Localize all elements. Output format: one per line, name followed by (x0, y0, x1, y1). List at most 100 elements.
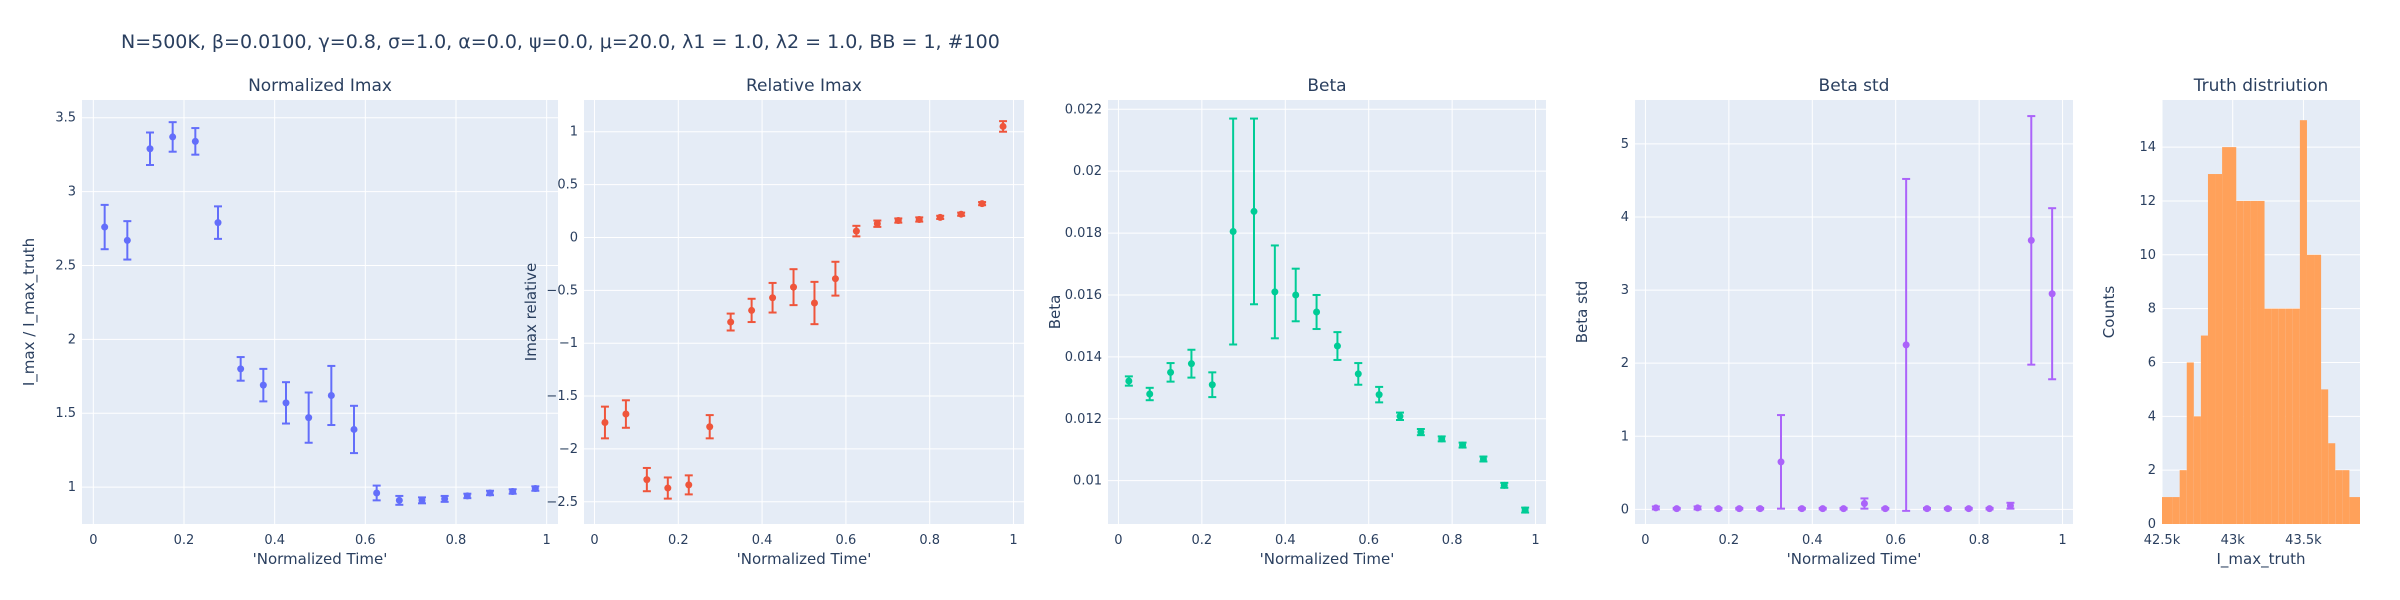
subplot-2: 0 0.2 0.4 0.6 0.8 1 −2.5 −2 −1.5 −1 −0.5 0 0.5 1 Relat… (522, 76, 1024, 568)
x-tick-label: 0.8 (1969, 533, 1990, 548)
data-point (2048, 290, 2056, 298)
data-point (978, 200, 986, 208)
data-point (1840, 505, 1848, 513)
histogram-bar (2349, 497, 2360, 524)
y-axis-label: Beta std (1573, 281, 1591, 344)
data-point (486, 489, 494, 497)
y-tick-label: 0.012 (1065, 412, 1102, 427)
histogram-bar (2335, 470, 2343, 524)
data-point (327, 391, 335, 399)
data-point (1250, 207, 1258, 215)
data-point (852, 227, 860, 235)
data-point (727, 318, 735, 326)
data-point (769, 294, 777, 302)
x-tick-label: 0.4 (264, 533, 285, 548)
y-tick-label: 0.02 (1073, 164, 1102, 179)
data-point (1459, 441, 1467, 449)
histogram-bar (2172, 497, 2180, 524)
subplot-title: Truth distriution (2193, 76, 2329, 96)
y-tick-label: 3.5 (55, 111, 76, 126)
data-point (123, 236, 131, 244)
data-point (1271, 288, 1279, 296)
x-tick-label: 0.6 (1885, 533, 1906, 548)
data-point (305, 414, 313, 422)
histogram-bar (2236, 200, 2244, 524)
plot-background (1108, 100, 1546, 524)
y-tick-label: −1.5 (546, 389, 578, 404)
data-point (395, 496, 403, 504)
data-point (790, 283, 798, 291)
histogram-bar (2278, 308, 2286, 524)
data-point (1798, 505, 1806, 513)
x-tick-label: 1 (543, 533, 551, 548)
x-tick-label: 0.4 (1275, 533, 1296, 548)
x-axis-label: I_max_truth (2216, 550, 2305, 569)
y-tick-label: −2.5 (546, 495, 578, 510)
histogram-bar (2271, 308, 2279, 524)
histogram-bar (2292, 308, 2300, 524)
data-point (873, 220, 881, 228)
y-tick-label: 0 (1621, 502, 1629, 517)
y-tick-label: 14 (2139, 140, 2156, 155)
y-tick-label: 2 (2148, 463, 2156, 478)
x-tick-label: 0.8 (1442, 533, 1463, 548)
data-point (1292, 291, 1300, 299)
data-point (936, 213, 944, 221)
data-point (2027, 236, 2035, 244)
histogram-bar (2193, 416, 2201, 524)
data-point (1333, 342, 1341, 350)
y-tick-label: −1 (559, 336, 578, 351)
y-tick-label: 4 (2148, 409, 2156, 424)
data-point (1944, 505, 1952, 513)
y-axis-label: Beta (1046, 295, 1064, 330)
histogram-bar (2285, 308, 2293, 524)
x-tick-label: 1 (2058, 533, 2066, 548)
data-point (999, 122, 1007, 130)
y-tick-label: 2 (68, 332, 76, 347)
histogram-bar (2179, 470, 2187, 524)
subplot-4: 0 0.2 0.4 0.6 0.8 1 0 1 2 3 4 5 Beta std 'Normalized … (1573, 76, 2073, 568)
subplot-3: 0 0.2 0.4 0.6 0.8 1 0.01 0.012 0.014 0.016 0.018 0.… (1046, 76, 1546, 568)
data-point (1860, 500, 1868, 508)
y-tick-label: 8 (2148, 302, 2156, 317)
plot-background (82, 100, 558, 524)
x-tick-label: 0 (1114, 533, 1122, 548)
x-tick-label: 0.4 (752, 533, 773, 548)
y-tick-label: 2 (1621, 356, 1629, 371)
histogram-bar (2215, 174, 2223, 525)
x-tick-label: 0.6 (836, 533, 857, 548)
y-tick-label: 3 (68, 185, 76, 200)
y-tick-label: 0.022 (1065, 102, 1102, 117)
x-tick-label: 0.6 (1358, 533, 1379, 548)
data-point (706, 423, 714, 431)
data-point (1500, 481, 1508, 489)
data-point (1714, 505, 1722, 513)
y-tick-label: 2.5 (55, 258, 76, 273)
x-axis-label: 'Normalized Time' (1260, 550, 1395, 568)
x-axis-label: 'Normalized Time' (253, 550, 388, 568)
data-point (1396, 412, 1404, 420)
data-point (1881, 505, 1889, 513)
data-point (1479, 455, 1487, 463)
data-point (1438, 435, 1446, 443)
data-point (1965, 505, 1973, 513)
data-point (1777, 458, 1785, 466)
data-point (237, 365, 245, 373)
y-tick-label: 12 (2139, 194, 2156, 209)
y-tick-label: −0.5 (546, 283, 578, 298)
data-point (1313, 308, 1321, 316)
y-axis-label: Imax relative (522, 263, 540, 361)
x-tick-label: 43.5k (2285, 533, 2322, 548)
data-point (1521, 506, 1529, 514)
y-tick-label: 0.01 (1073, 474, 1102, 489)
data-point (259, 381, 267, 389)
data-point (1354, 370, 1362, 378)
histogram-bar (2250, 200, 2258, 524)
histogram-bar (2207, 174, 2216, 525)
histogram-bar (2222, 147, 2237, 524)
data-point (463, 492, 471, 500)
data-point (1417, 428, 1425, 436)
data-point (146, 145, 154, 153)
x-tick-label: 42.5k (2144, 533, 2181, 548)
data-point (1902, 341, 1910, 349)
